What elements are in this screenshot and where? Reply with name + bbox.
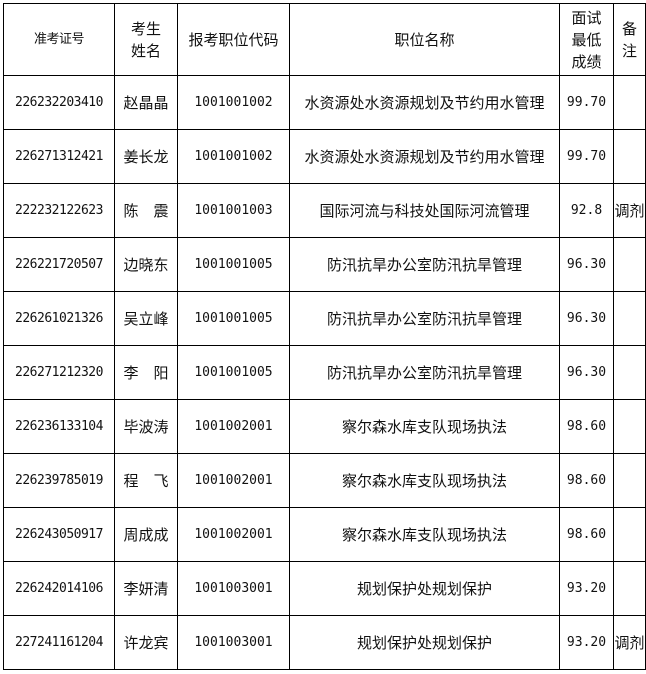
remark-cell xyxy=(613,507,646,562)
table-row: 226239785019 程 飞 1001002001 察尔森水库支队现场执法 98.6… xyxy=(3,453,646,508)
header-min-score: 面试 最低 成绩 xyxy=(559,3,614,76)
table-row: 226243050917 周成成 1001002001 察尔森水库支队现场执法 98.6… xyxy=(3,507,646,562)
remark-cell: 调剂 xyxy=(613,615,646,670)
position-code-cell: 1001002001 xyxy=(177,453,290,508)
name-cell: 毕波涛 xyxy=(114,399,178,454)
header-exam-id: 准考证号 xyxy=(3,3,115,76)
position-name-cell: 防汛抗旱办公室防汛抗旱管理 xyxy=(289,291,560,346)
position-name-cell: 防汛抗旱办公室防汛抗旱管理 xyxy=(289,237,560,292)
header-name-line: 考生 xyxy=(130,19,161,38)
position-code-cell: 1001001003 xyxy=(177,183,290,238)
position-code-cell: 1001002001 xyxy=(177,507,290,562)
exam-id-cell: 226243050917 xyxy=(3,507,115,562)
position-code-cell: 1001001002 xyxy=(177,129,290,184)
min-score-cell: 92.8 xyxy=(559,183,614,238)
position-code-cell: 1001001002 xyxy=(177,75,290,130)
exam-id-cell: 222232122623 xyxy=(3,183,115,238)
min-score-cell: 93.20 xyxy=(559,561,614,616)
position-code-cell: 1001001005 xyxy=(177,237,290,292)
remark-cell xyxy=(613,129,646,184)
exam-id-cell: 226221720507 xyxy=(3,237,115,292)
min-score-cell: 96.30 xyxy=(559,291,614,346)
position-name-cell: 防汛抗旱办公室防汛抗旱管理 xyxy=(289,345,560,400)
position-code-cell: 1001003001 xyxy=(177,561,290,616)
min-score-cell: 99.70 xyxy=(559,129,614,184)
position-name-cell: 国际河流与科技处国际河流管理 xyxy=(289,183,560,238)
min-score-cell: 93.20 xyxy=(559,615,614,670)
header-position-code: 报考职位代码 xyxy=(177,3,290,76)
remark-cell xyxy=(613,75,646,130)
exam-id-cell: 226261021326 xyxy=(3,291,115,346)
name-cell: 许龙宾 xyxy=(114,615,178,670)
exam-id-cell: 226242014106 xyxy=(3,561,115,616)
remark-cell xyxy=(613,453,646,508)
min-score-cell: 98.60 xyxy=(559,399,614,454)
table-row: 226271312421 姜长龙 1001001002 水资源处水资源规划及节约用水管… xyxy=(3,129,646,184)
position-name-cell: 水资源处水资源规划及节约用水管理 xyxy=(289,129,560,184)
position-code-cell: 1001002001 xyxy=(177,399,290,454)
min-score-cell: 96.30 xyxy=(559,345,614,400)
position-name-cell: 水资源处水资源规划及节约用水管理 xyxy=(289,75,560,130)
exam-id-cell: 226271212320 xyxy=(3,345,115,400)
position-name-cell: 察尔森水库支队现场执法 xyxy=(289,453,560,508)
position-name-cell: 察尔森水库支队现场执法 xyxy=(289,399,560,454)
name-cell: 边晓东 xyxy=(114,237,178,292)
table-row: 226261021326 吴立峰 1001001005 防汛抗旱办公室防汛抗旱管理 96… xyxy=(3,291,646,346)
name-cell: 赵晶晶 xyxy=(114,75,178,130)
position-code-cell: 1001001005 xyxy=(177,291,290,346)
exam-id-cell: 226232203410 xyxy=(3,75,115,130)
table-row: 226242014106 李妍清 1001003001 规划保护处规划保护 93.20 xyxy=(3,561,646,616)
header-remark: 备 注 xyxy=(613,3,646,76)
position-name-cell: 规划保护处规划保护 xyxy=(289,561,560,616)
min-score-cell: 98.60 xyxy=(559,453,614,508)
remark-cell xyxy=(613,561,646,616)
header-min-score-line: 成绩 xyxy=(571,52,602,71)
header-position-name: 职位名称 xyxy=(289,3,560,76)
min-score-cell: 99.70 xyxy=(559,75,614,130)
remark-cell: 调剂 xyxy=(613,183,646,238)
position-code-cell: 1001001005 xyxy=(177,345,290,400)
table-row: 227241161204 许龙宾 1001003001 规划保护处规划保护 93.20 调… xyxy=(3,615,646,670)
name-cell: 陈 震 xyxy=(114,183,178,238)
exam-id-cell: 226236133104 xyxy=(3,399,115,454)
header-name-line: 姓名 xyxy=(130,41,161,60)
exam-id-cell: 226239785019 xyxy=(3,453,115,508)
exam-id-cell: 226271312421 xyxy=(3,129,115,184)
name-cell: 李 阳 xyxy=(114,345,178,400)
position-name-cell: 规划保护处规划保护 xyxy=(289,615,560,670)
name-cell: 吴立峰 xyxy=(114,291,178,346)
table-row: 226271212320 李 阳 1001001005 防汛抗旱办公室防汛抗旱管理 96… xyxy=(3,345,646,400)
remark-cell xyxy=(613,345,646,400)
position-name-cell: 察尔森水库支队现场执法 xyxy=(289,507,560,562)
header-min-score-line: 面试 xyxy=(571,8,602,27)
header-min-score-line: 最低 xyxy=(571,30,602,49)
header-remark-line: 注 xyxy=(621,41,637,60)
name-cell: 周成成 xyxy=(114,507,178,562)
table-row: 226232203410 赵晶晶 1001001002 水资源处水资源规划及节约用水管… xyxy=(3,75,646,130)
exam-id-cell: 227241161204 xyxy=(3,615,115,670)
table-row: 222232122623 陈 震 1001001003 国际河流与科技处国际河流管理 9… xyxy=(3,183,646,238)
remark-cell xyxy=(613,291,646,346)
remark-cell xyxy=(613,399,646,454)
table-row: 226236133104 毕波涛 1001002001 察尔森水库支队现场执法 98.6… xyxy=(3,399,646,454)
min-score-cell: 96.30 xyxy=(559,237,614,292)
position-code-cell: 1001003001 xyxy=(177,615,290,670)
name-cell: 李妍清 xyxy=(114,561,178,616)
header-name: 考生 姓名 xyxy=(114,3,178,76)
header-row: 准考证号 考生 姓名 报考职位代码 职位名称 面试 最低 成绩 备 注 xyxy=(3,3,646,76)
results-table: 准考证号 考生 姓名 报考职位代码 职位名称 面试 最低 成绩 备 注 2262… xyxy=(3,3,646,670)
table-row: 226221720507 边晓东 1001001005 防汛抗旱办公室防汛抗旱管理 96… xyxy=(3,237,646,292)
min-score-cell: 98.60 xyxy=(559,507,614,562)
remark-cell xyxy=(613,237,646,292)
name-cell: 姜长龙 xyxy=(114,129,178,184)
name-cell: 程 飞 xyxy=(114,453,178,508)
header-remark-line: 备 xyxy=(621,19,637,38)
